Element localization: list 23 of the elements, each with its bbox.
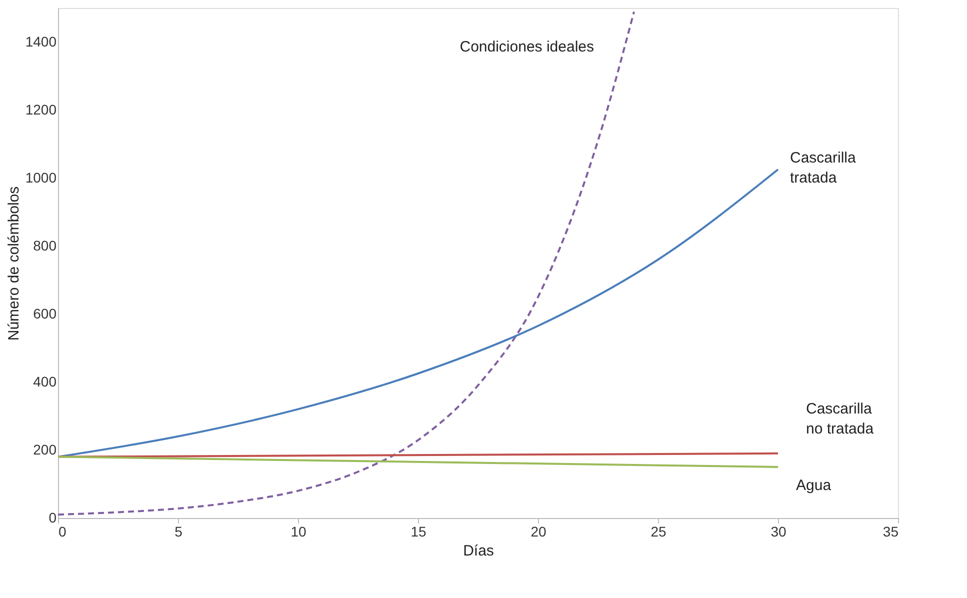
x-tick-label: 25 — [650, 524, 666, 540]
series-label: Agua — [796, 477, 832, 494]
x-tick-label: 5 — [174, 524, 183, 540]
y-tick-label: 800 — [33, 238, 57, 254]
x-tick-label: 35 — [882, 524, 899, 540]
x-axis-title: Días — [463, 542, 494, 560]
y-tick-label: 1200 — [25, 102, 57, 118]
y-tick-label: 1400 — [25, 34, 57, 50]
line-series — [58, 168, 779, 458]
y-axis-title: Número de colémbolos — [5, 186, 22, 341]
series-label: Condiciones ideales — [460, 38, 594, 56]
x-tick-label: 10 — [290, 524, 306, 540]
y-tick-label: 600 — [33, 306, 57, 322]
x-tick-label: 15 — [410, 524, 426, 540]
y-tick-label: 200 — [33, 442, 57, 458]
series-label: Cascarilla tratada — [790, 150, 857, 186]
x-tick-label: 30 — [770, 524, 786, 540]
y-tick-label: 400 — [33, 374, 57, 390]
y-tick-label: 0 — [48, 510, 57, 526]
text: Cascarilla no tratada — [806, 400, 874, 438]
x-tick-label: 20 — [530, 524, 546, 540]
line-series — [58, 10, 635, 516]
y-tick-label: 1000 — [25, 170, 57, 186]
